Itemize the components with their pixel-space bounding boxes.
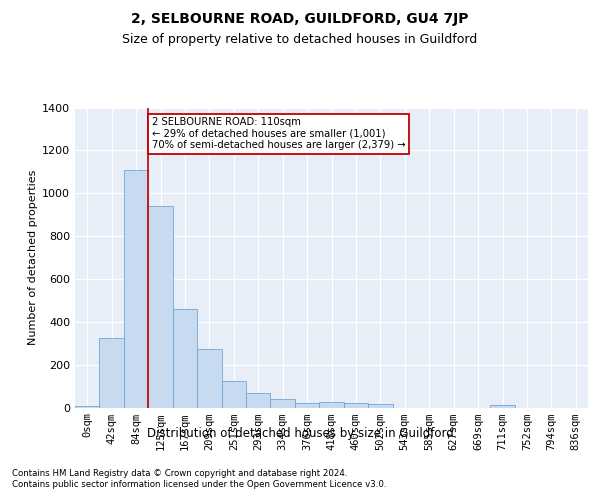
Text: 2, SELBOURNE ROAD, GUILDFORD, GU4 7JP: 2, SELBOURNE ROAD, GUILDFORD, GU4 7JP [131, 12, 469, 26]
Text: Size of property relative to detached houses in Guildford: Size of property relative to detached ho… [122, 32, 478, 46]
Bar [75, 406, 100, 407]
Text: Distribution of detached houses by size in Guildford: Distribution of detached houses by size … [146, 428, 454, 440]
Bar [368, 404, 392, 407]
Bar [100, 338, 124, 407]
Bar [295, 403, 319, 407]
Bar [173, 309, 197, 408]
Bar [148, 206, 173, 408]
Bar [197, 348, 221, 408]
Bar [246, 392, 271, 407]
Bar [271, 398, 295, 407]
Bar [124, 170, 148, 408]
Bar [490, 406, 515, 407]
Bar [319, 402, 344, 407]
Y-axis label: Number of detached properties: Number of detached properties [28, 170, 38, 345]
Bar [221, 380, 246, 407]
Text: 2 SELBOURNE ROAD: 110sqm
← 29% of detached houses are smaller (1,001)
70% of sem: 2 SELBOURNE ROAD: 110sqm ← 29% of detach… [152, 117, 406, 150]
Text: Contains HM Land Registry data © Crown copyright and database right 2024.: Contains HM Land Registry data © Crown c… [12, 469, 347, 478]
Bar [344, 403, 368, 407]
Text: Contains public sector information licensed under the Open Government Licence v3: Contains public sector information licen… [12, 480, 386, 489]
